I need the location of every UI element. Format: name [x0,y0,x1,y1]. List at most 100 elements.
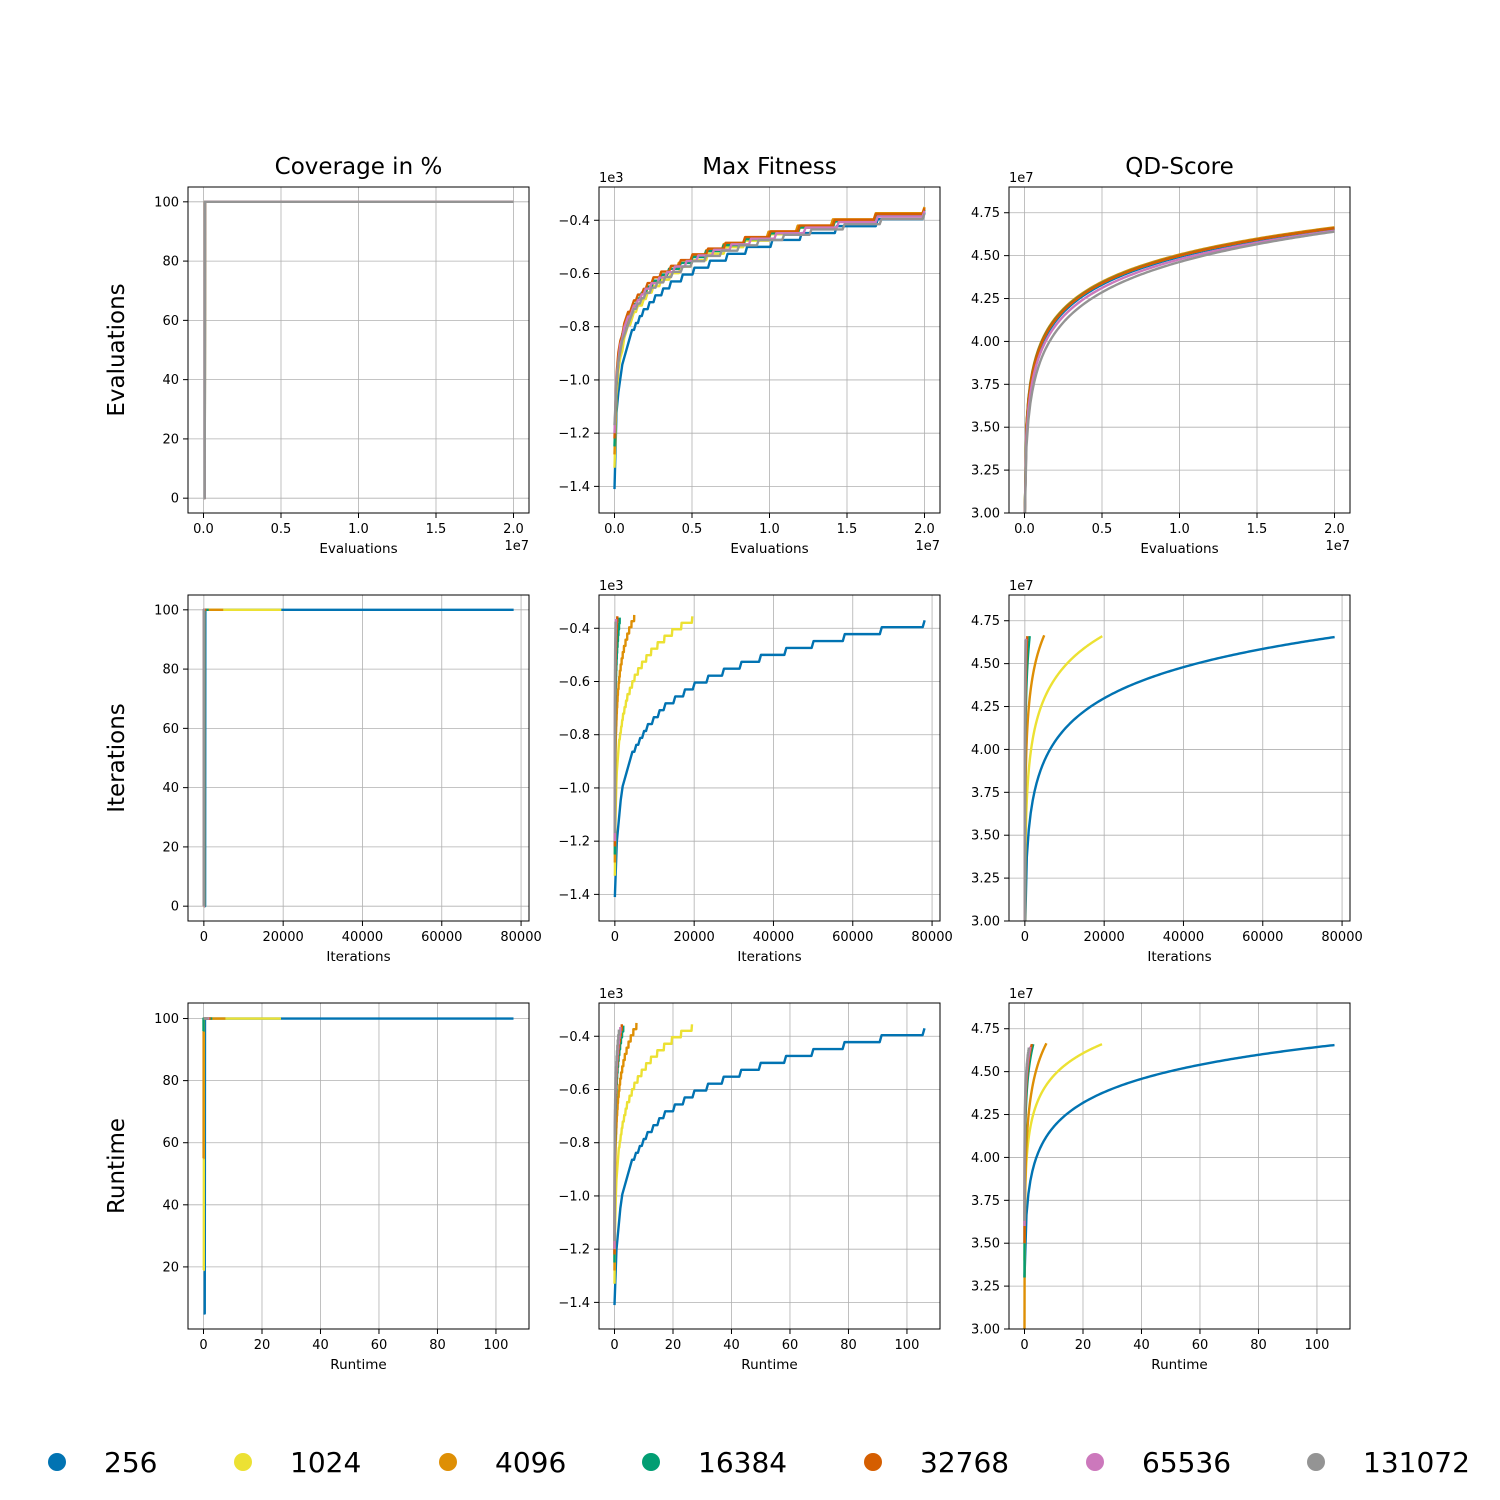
x-tick-label-1: 20 [1075,1338,1092,1353]
x-tick-label-0: 0 [1021,930,1029,945]
y-tick-label-3: 3.75 [971,378,1000,393]
y-tick-label-4: 4.00 [971,743,1000,758]
x-tick-label-1: 20 [665,1338,682,1353]
x-tick-label-3: 60 [782,1338,799,1353]
legend-item-32768: 32768 [864,1430,1009,1494]
legend-item-16384: 16384 [642,1430,787,1494]
series-line-65536 [1023,229,1335,513]
x-offset-label: 1e7 [1325,539,1350,554]
x-tick-label-2: 1.0 [348,522,369,537]
x-axis-label: Iterations [1147,949,1211,965]
y-tick-label-1: 20 [162,840,179,855]
y-tick-label-5: −0.4 [558,1030,590,1045]
subplot-1-0: 0 20000 40000 60000 80000 0 20 40 60 80 100 Iterati… [154,594,542,965]
series-line-4096 [202,1017,226,1160]
y-tick-label-2: −1.0 [558,781,590,796]
axes-frame [598,594,941,922]
x-tick-label-3: 1.5 [426,522,447,537]
series-line-1024 [202,1017,281,1272]
x-tick-label-4: 80 [840,1338,857,1353]
y-tick-label-7: 4.75 [971,614,1000,629]
legend-label-256: 256 [104,1445,158,1479]
y-tick-label-6: 4.50 [971,1065,1000,1080]
y-tick-label-4: −0.6 [558,675,590,690]
y-tick-label-2: 3.50 [971,829,1000,844]
axes-frame [598,1002,941,1330]
y-tick-label-5: 100 [154,603,179,618]
series-line-131072 [203,200,514,500]
y-tick-label-4: 100 [154,1012,179,1027]
legend-marker-256 [48,1453,66,1471]
x-tick-label-0: 0 [610,1338,618,1353]
y-tick-label-7: 4.75 [971,206,1000,221]
y-tick-label-2: 40 [162,781,179,796]
x-axis-label: Runtime [1151,1357,1207,1373]
x-axis-label: Evaluations [1140,541,1218,557]
series-group [1023,226,1335,513]
y-tick-label-0: −1.4 [558,888,590,903]
y-tick-label-0: −1.4 [558,1296,590,1311]
x-tick-label-4: 80000 [500,930,541,945]
legend-item-4096: 4096 [439,1430,566,1494]
y-tick-label-0: 20 [162,1260,179,1275]
y-tick-label-5: −0.4 [558,622,590,637]
x-tick-label-5: 100 [1305,1338,1330,1353]
series-line-131072 [1023,1046,1031,1221]
x-tick-label-0: 0 [1020,1338,1028,1353]
series-line-1024 [613,1024,694,1284]
y-tick-label-2: −1.0 [558,1189,590,1204]
x-tick-label-0: 0 [200,930,208,945]
x-axis-label: Iterations [737,949,801,965]
y-tick-label-0: 3.00 [971,1323,1000,1338]
x-tick-label-1: 20 [254,1338,271,1353]
y-tick-label-4: 80 [162,255,179,270]
series-group [202,1017,514,1315]
y-tick-label-5: −0.4 [558,214,590,229]
x-tick-label-0: 0.0 [1014,522,1035,537]
x-tick-label-3: 60000 [1242,930,1283,945]
series-line-1024 [202,608,282,908]
series-line-4096 [613,1022,638,1271]
subplot-2-1: 0 20 40 60 80 100 −1.4 −1.2 −1.0 −0.8 −0.6 −0.4 Runt… [558,987,941,1373]
subplot-1-1: 0 20000 40000 60000 80000 −1.4 −1.2 −1.0 −0.8 −0.… [558,579,952,965]
series-line-131072 [613,621,617,834]
y-tick-label-3: −0.8 [558,728,590,743]
legend-item-131072: 131072 [1307,1430,1470,1494]
y-offset-label: 1e7 [1009,171,1034,186]
x-tick-label-2: 1.0 [1169,522,1190,537]
legend-item-1024: 1024 [234,1430,361,1494]
series-line-131072 [613,1029,621,1242]
subplot-2-0: 0 20 40 60 80 100 20 40 60 80 100 Runtime [154,1002,530,1373]
x-tick-label-3: 60 [371,1338,388,1353]
axes-frame [187,594,530,922]
legend-label-1024: 1024 [290,1445,362,1479]
x-axis-label: Evaluations [319,541,397,557]
column-title-1: Max Fitness [702,154,837,180]
series-group [613,614,926,898]
x-tick-label-1: 0.5 [271,522,292,537]
subplot-2-2: 0 20 40 60 80 100 3.00 3.25 3.50 3.75 4.00 4.25 4.50… [971,987,1351,1373]
y-tick-label-1: −1.2 [558,427,590,442]
x-axis-label: Runtime [741,1357,797,1373]
series-line-131072 [1023,638,1027,921]
x-tick-label-1: 20000 [262,930,303,945]
series-line-1024 [1023,635,1104,921]
y-tick-label-3: 3.75 [971,1194,1000,1209]
y-tick-label-0: −1.4 [558,480,590,495]
axes-frame [1008,1002,1351,1330]
y-tick-label-2: 40 [162,373,179,388]
y-tick-label-1: 40 [162,1198,179,1213]
x-tick-label-1: 0.5 [1092,522,1113,537]
y-tick-label-1: 3.25 [971,464,1000,479]
subplot-1-2: 0 20000 40000 60000 80000 3.00 3.25 3.50 3.75 4.0… [971,579,1363,965]
y-tick-label-5: 4.25 [971,292,1000,307]
y-tick-label-0: 3.00 [971,915,1000,930]
legend-marker-131072 [1307,1453,1325,1471]
y-tick-label-7: 4.75 [971,1022,1000,1037]
y-tick-label-4: 80 [162,663,179,678]
series-line-256 [1024,635,1335,921]
x-tick-label-2: 40 [312,1338,329,1353]
legend-marker-65536 [1086,1453,1104,1471]
y-tick-label-5: 4.25 [971,1108,1000,1123]
